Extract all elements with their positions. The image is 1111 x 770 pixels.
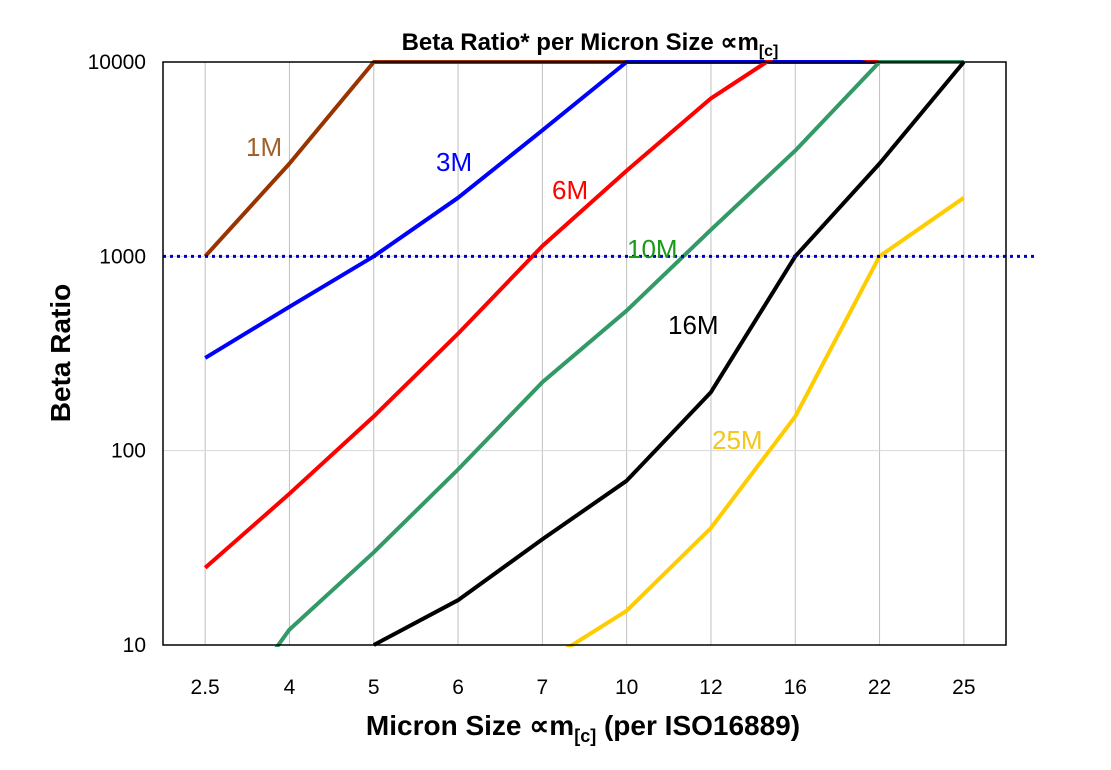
series-label-1M: 1M: [246, 132, 282, 162]
plot-border: [162, 61, 1007, 646]
series-labels: 1M 3M 6M 10M 16M 25M: [246, 132, 763, 455]
x-tick-labels: 2.5 4 5 6 7 10 12 16 22 25: [191, 676, 976, 699]
x-tick-label: 5: [368, 676, 380, 699]
x-tick-label: 16: [784, 676, 807, 699]
series-label-16M: 16M: [668, 310, 719, 340]
y-axis-label: Beta Ratio: [45, 284, 76, 422]
series-label-3M: 3M: [436, 147, 472, 177]
x-tick-label: 6: [452, 676, 464, 699]
chart-title: Beta Ratio* per Micron Size ∝m[c]: [402, 29, 779, 60]
x-tick-label: 7: [537, 676, 549, 699]
y-tick-label: 10000: [88, 51, 146, 74]
y-tick-label: 100: [111, 440, 146, 463]
x-tick-label: 10: [615, 676, 638, 699]
x-tick-label: 12: [699, 676, 722, 699]
series-line-16M: [372, 60, 966, 647]
x-axis-label: Micron Size ∝m[c] (per ISO16889): [366, 710, 800, 746]
series-label-6M: 6M: [552, 175, 588, 205]
series-label-10M: 10M: [627, 234, 678, 264]
series-label-25M: 25M: [712, 425, 763, 455]
series-line-25M: [565, 196, 965, 647]
y-tick-label: 10: [123, 634, 146, 657]
series-line-6M: [203, 60, 964, 570]
x-tick-label: 2.5: [191, 676, 220, 699]
y-tick-label: 1000: [99, 245, 146, 268]
series-line-10M: [274, 60, 964, 647]
x-tick-label: 4: [284, 676, 296, 699]
y-tick-labels: 10 100 1000 10000: [88, 51, 146, 657]
x-tick-label: 22: [868, 676, 891, 699]
x-tick-label: 25: [952, 676, 975, 699]
